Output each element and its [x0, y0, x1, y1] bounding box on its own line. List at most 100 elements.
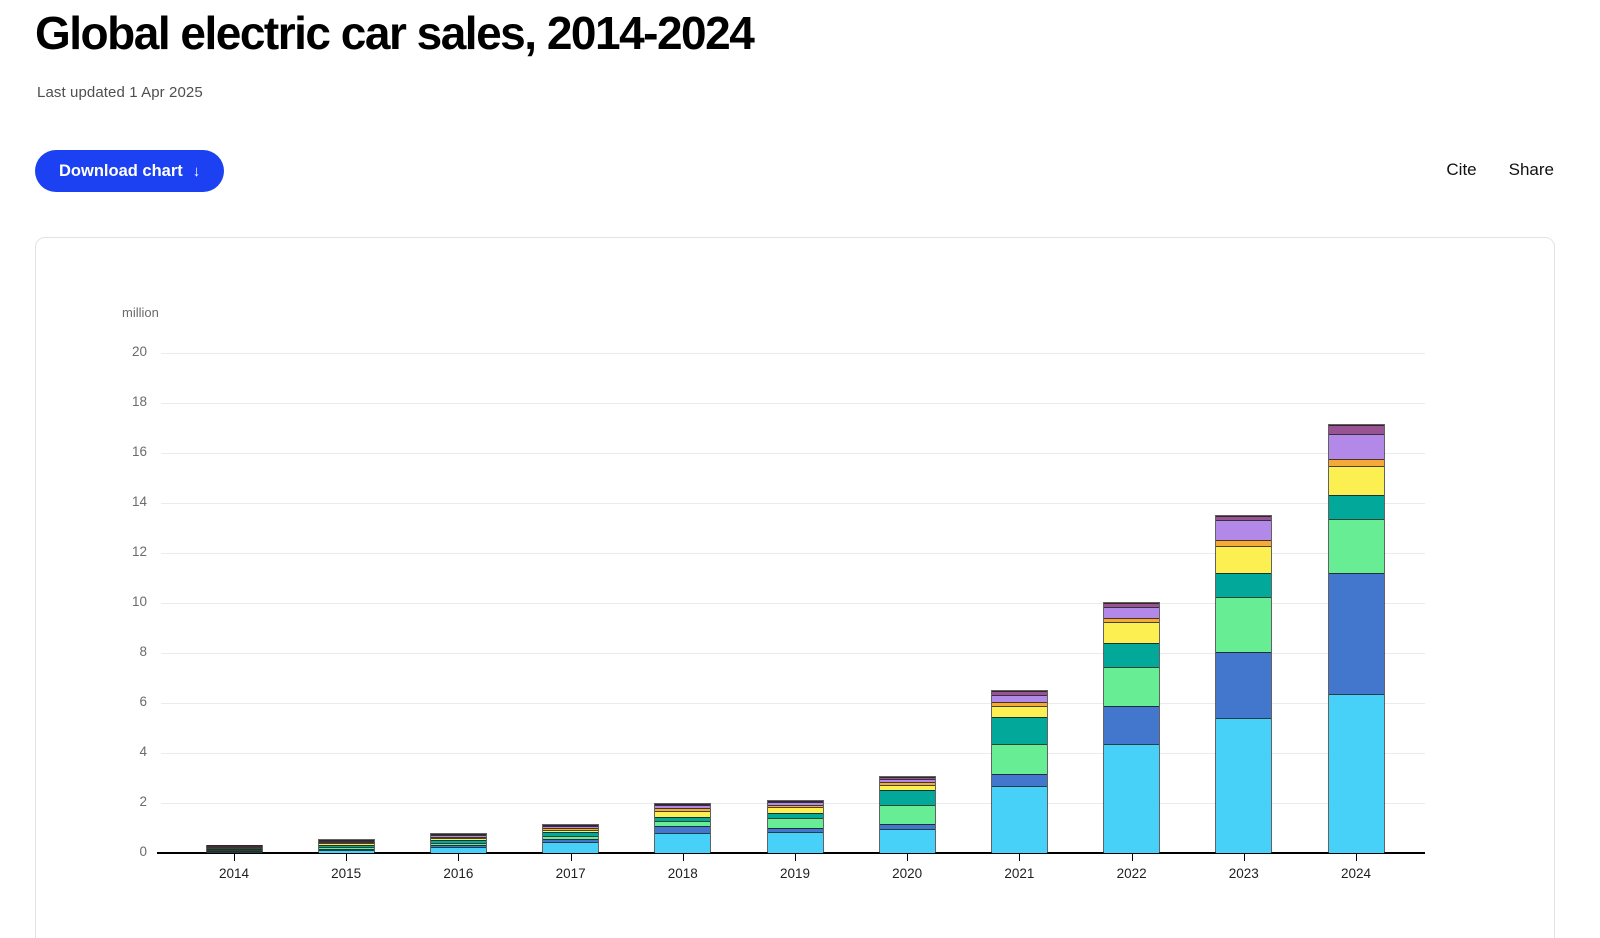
cite-link[interactable]: Cite — [1446, 160, 1477, 179]
bar-2018[interactable] — [654, 802, 712, 853]
bar-segment-2018-light-purple[interactable] — [655, 805, 711, 809]
bar-2016[interactable] — [429, 833, 487, 853]
bar-segment-2023-blue[interactable] — [1216, 652, 1272, 719]
bar-segment-2015-blue[interactable] — [318, 848, 374, 850]
bar-segment-2021-light-blue[interactable] — [991, 786, 1047, 853]
bar-segment-2014-orange[interactable] — [206, 847, 262, 848]
bar-segment-2015-yellow[interactable] — [318, 843, 374, 845]
bar-segment-2018-purple[interactable] — [655, 803, 711, 805]
bar-segment-2020-orange[interactable] — [879, 782, 935, 785]
bar-segment-2020-teal[interactable] — [879, 789, 935, 806]
bar-segment-2016-purple[interactable] — [430, 834, 486, 836]
bar-segment-2018-green[interactable] — [655, 821, 711, 827]
bar-segment-2014-purple[interactable] — [206, 845, 262, 846]
bar-segment-2014-light-blue[interactable] — [206, 852, 262, 853]
bar-segment-2016-orange[interactable] — [430, 836, 486, 839]
bar-segment-2017-orange[interactable] — [543, 827, 599, 830]
bar-2022[interactable] — [1103, 602, 1161, 853]
bar-segment-2015-orange[interactable] — [318, 842, 374, 844]
bar-segment-2016-yellow[interactable] — [430, 838, 486, 841]
bar-2024[interactable] — [1327, 424, 1385, 853]
bar-segment-2023-light-blue[interactable] — [1216, 718, 1272, 853]
bar-segment-2021-purple[interactable] — [991, 691, 1047, 696]
bar-2020[interactable] — [878, 776, 936, 853]
bar-segment-2018-teal[interactable] — [655, 817, 711, 822]
bar-segment-2018-orange[interactable] — [655, 808, 711, 812]
bar-segment-2018-yellow[interactable] — [655, 811, 711, 818]
bar-segment-2015-light-purple[interactable] — [318, 841, 374, 843]
bar-segment-2014-yellow[interactable] — [206, 848, 262, 849]
bar-segment-2023-orange[interactable] — [1216, 539, 1272, 547]
bar-segment-2020-blue[interactable] — [879, 824, 935, 830]
bar-segment-2023-purple[interactable] — [1216, 515, 1272, 521]
bar-2014[interactable] — [205, 844, 263, 853]
download-chart-button[interactable]: Download chart ↓ — [35, 150, 225, 192]
bar-segment-2021-green[interactable] — [991, 744, 1047, 774]
bar-segment-2015-teal[interactable] — [318, 844, 374, 847]
bar-segment-2016-teal[interactable] — [430, 840, 486, 843]
share-link[interactable]: Share — [1508, 160, 1554, 179]
bar-segment-2016-light-blue[interactable] — [430, 847, 486, 853]
bar-segment-2021-orange[interactable] — [991, 701, 1047, 707]
bar-segment-2023-teal[interactable] — [1216, 572, 1272, 597]
bar-segment-2017-purple[interactable] — [543, 824, 599, 826]
bar-segment-2021-teal[interactable] — [991, 716, 1047, 745]
bar-segment-2024-green[interactable] — [1328, 519, 1384, 574]
bar-segment-2018-blue[interactable] — [655, 826, 711, 833]
bar-segment-2022-blue[interactable] — [1104, 705, 1160, 744]
bar-segment-2014-green[interactable] — [206, 850, 262, 851]
bar-segment-2017-blue[interactable] — [543, 839, 599, 842]
bar-segment-2019-purple[interactable] — [767, 800, 823, 802]
bar-segment-2019-blue[interactable] — [767, 827, 823, 833]
bar-segment-2017-green[interactable] — [543, 835, 599, 840]
bar-2023[interactable] — [1215, 514, 1273, 853]
bar-segment-2017-light-purple[interactable] — [543, 825, 599, 828]
bar-2019[interactable] — [766, 800, 824, 853]
bar-segment-2018-light-blue[interactable] — [655, 832, 711, 853]
bar-segment-2019-light-blue[interactable] — [767, 832, 823, 853]
bar-segment-2022-orange[interactable] — [1104, 617, 1160, 623]
bar-segment-2017-teal[interactable] — [543, 832, 599, 836]
bar-2021[interactable] — [990, 690, 1048, 853]
bar-segment-2017-yellow[interactable] — [543, 829, 599, 833]
bar-segment-2014-teal[interactable] — [206, 849, 262, 850]
bar-segment-2020-light-blue[interactable] — [879, 829, 935, 853]
bar-segment-2014-light-purple[interactable] — [206, 846, 262, 847]
bar-segment-2017-light-blue[interactable] — [543, 841, 599, 853]
bar-segment-2021-yellow[interactable] — [991, 706, 1047, 717]
bar-segment-2023-yellow[interactable] — [1216, 546, 1272, 573]
bar-segment-2022-green[interactable] — [1104, 666, 1160, 706]
bar-segment-2022-light-purple[interactable] — [1104, 607, 1160, 618]
bar-segment-2020-purple[interactable] — [879, 777, 935, 780]
bar-segment-2022-light-blue[interactable] — [1104, 743, 1160, 853]
bar-segment-2022-teal[interactable] — [1104, 642, 1160, 667]
bar-segment-2022-purple[interactable] — [1104, 603, 1160, 607]
bar-segment-2019-light-purple[interactable] — [767, 801, 823, 806]
bar-segment-2016-green[interactable] — [430, 842, 486, 846]
bar-segment-2024-blue[interactable] — [1328, 573, 1384, 695]
bar-segment-2024-teal[interactable] — [1328, 494, 1384, 520]
bar-segment-2023-green[interactable] — [1216, 596, 1272, 653]
bar-segment-2014-blue[interactable] — [206, 851, 262, 852]
bar-segment-2019-green[interactable] — [767, 818, 823, 828]
bar-segment-2021-blue[interactable] — [991, 773, 1047, 787]
bar-segment-2019-orange[interactable] — [767, 805, 823, 808]
bar-segment-2024-light-blue[interactable] — [1328, 694, 1384, 853]
bar-segment-2020-green[interactable] — [879, 805, 935, 825]
bar-segment-2021-light-purple[interactable] — [991, 695, 1047, 702]
bar-segment-2020-yellow[interactable] — [879, 784, 935, 790]
bar-segment-2024-light-purple[interactable] — [1328, 434, 1384, 459]
bar-segment-2019-teal[interactable] — [767, 813, 823, 819]
bar-segment-2015-light-blue[interactable] — [318, 849, 374, 853]
bar-segment-2015-green[interactable] — [318, 846, 374, 849]
bar-segment-2016-light-purple[interactable] — [430, 835, 486, 837]
bar-segment-2020-light-purple[interactable] — [879, 779, 935, 783]
bar-segment-2015-purple[interactable] — [318, 840, 374, 842]
bar-segment-2024-orange[interactable] — [1328, 458, 1384, 466]
bar-segment-2022-yellow[interactable] — [1104, 622, 1160, 643]
bar-2017[interactable] — [542, 823, 600, 853]
bar-segment-2023-light-purple[interactable] — [1216, 520, 1272, 540]
bar-segment-2024-yellow[interactable] — [1328, 465, 1384, 495]
bar-segment-2016-blue[interactable] — [430, 845, 486, 848]
bar-segment-2024-purple[interactable] — [1328, 425, 1384, 435]
